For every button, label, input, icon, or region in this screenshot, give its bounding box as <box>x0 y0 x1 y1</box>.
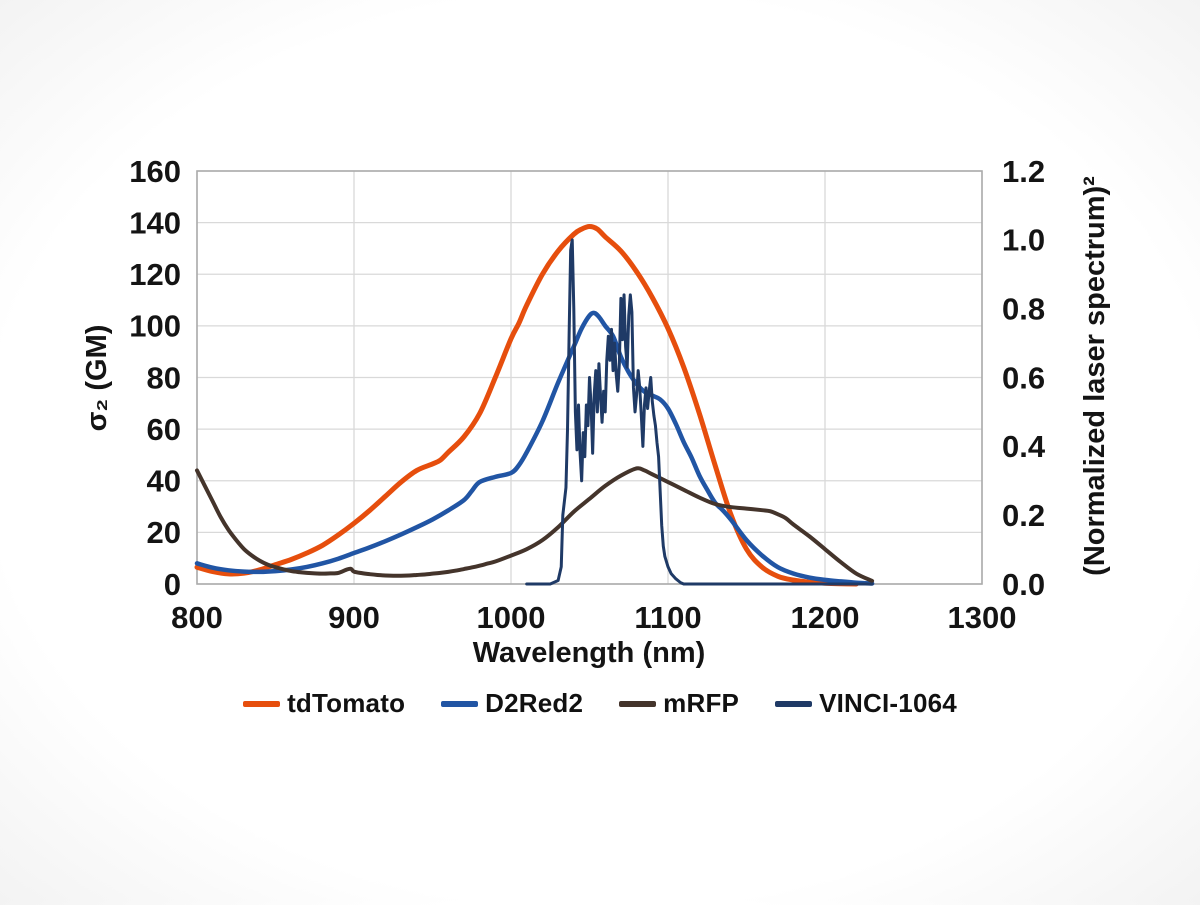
x-tick-label: 1100 <box>634 600 701 635</box>
legend-swatch-mrfp <box>619 700 657 707</box>
legend-label: tdTomato <box>287 688 406 718</box>
legend-label: D2Red2 <box>485 688 584 718</box>
y-right-tick-label: 0.8 <box>1002 292 1045 327</box>
y-right-tick-label: 1.2 <box>1002 154 1045 189</box>
legend-label: mRFP <box>663 688 740 718</box>
x-tick-label: 1300 <box>948 600 1017 635</box>
x-tick-label: 1000 <box>477 600 546 635</box>
legend-item-mrfp: mRFP <box>619 688 739 719</box>
legend-swatch-tdtomato <box>243 700 281 707</box>
series-line-mrfp <box>195 466 875 583</box>
plot-border <box>196 170 983 585</box>
x-tick-label: 900 <box>328 600 380 635</box>
y-left-tick-label: 20 <box>147 515 181 550</box>
legend-swatch-d2red2 <box>441 700 479 707</box>
series-line-tdtomato <box>194 224 859 587</box>
y-left-tick-label: 60 <box>147 412 181 447</box>
series-layer <box>194 224 875 587</box>
tick-layer: 0 20 40 60 80 100 120 140 160 0.0 0.2 0.4 0.6 0.8 1.0 1… <box>129 154 1046 635</box>
legend-label: VINCI-1064 <box>819 688 957 718</box>
legend-item-d2red2: D2Red2 <box>441 688 583 719</box>
x-tick-label: 800 <box>171 600 223 635</box>
y-right-tick-label: 1.0 <box>1002 223 1045 258</box>
legend-item-vinci-1064: VINCI-1064 <box>775 688 957 719</box>
y-left-tick-label: 40 <box>147 464 181 499</box>
y-right-axis-title: (Normalized laser spectrum)² <box>1079 176 1111 576</box>
chart-legend: tdTomato D2Red2 mRFP VINCI-1064 <box>0 688 1200 719</box>
y-left-tick-label: 160 <box>129 154 181 189</box>
y-right-tick-label: 0.4 <box>1002 429 1046 464</box>
y-left-axis-title: σ₂ (GM) <box>81 325 113 432</box>
x-tick-label: 1200 <box>791 600 860 635</box>
legend-item-tdtomato: tdTomato <box>243 688 405 719</box>
x-axis-title: Wavelength (nm) <box>473 637 706 669</box>
y-left-tick-label: 120 <box>129 257 181 292</box>
y-left-tick-label: 100 <box>129 309 181 344</box>
y-right-tick-label: 0.2 <box>1002 498 1045 533</box>
y-left-tick-label: 80 <box>147 360 181 395</box>
series-line-d2red2 <box>194 310 875 586</box>
series-line-vinci-1064 <box>525 238 874 586</box>
y-right-tick-label: 0.0 <box>1002 567 1045 602</box>
legend-swatch-vinci-1064 <box>775 700 813 707</box>
y-left-tick-label: 140 <box>129 205 181 240</box>
y-right-tick-label: 0.6 <box>1002 360 1045 395</box>
y-left-tick-label: 0 <box>164 567 181 602</box>
